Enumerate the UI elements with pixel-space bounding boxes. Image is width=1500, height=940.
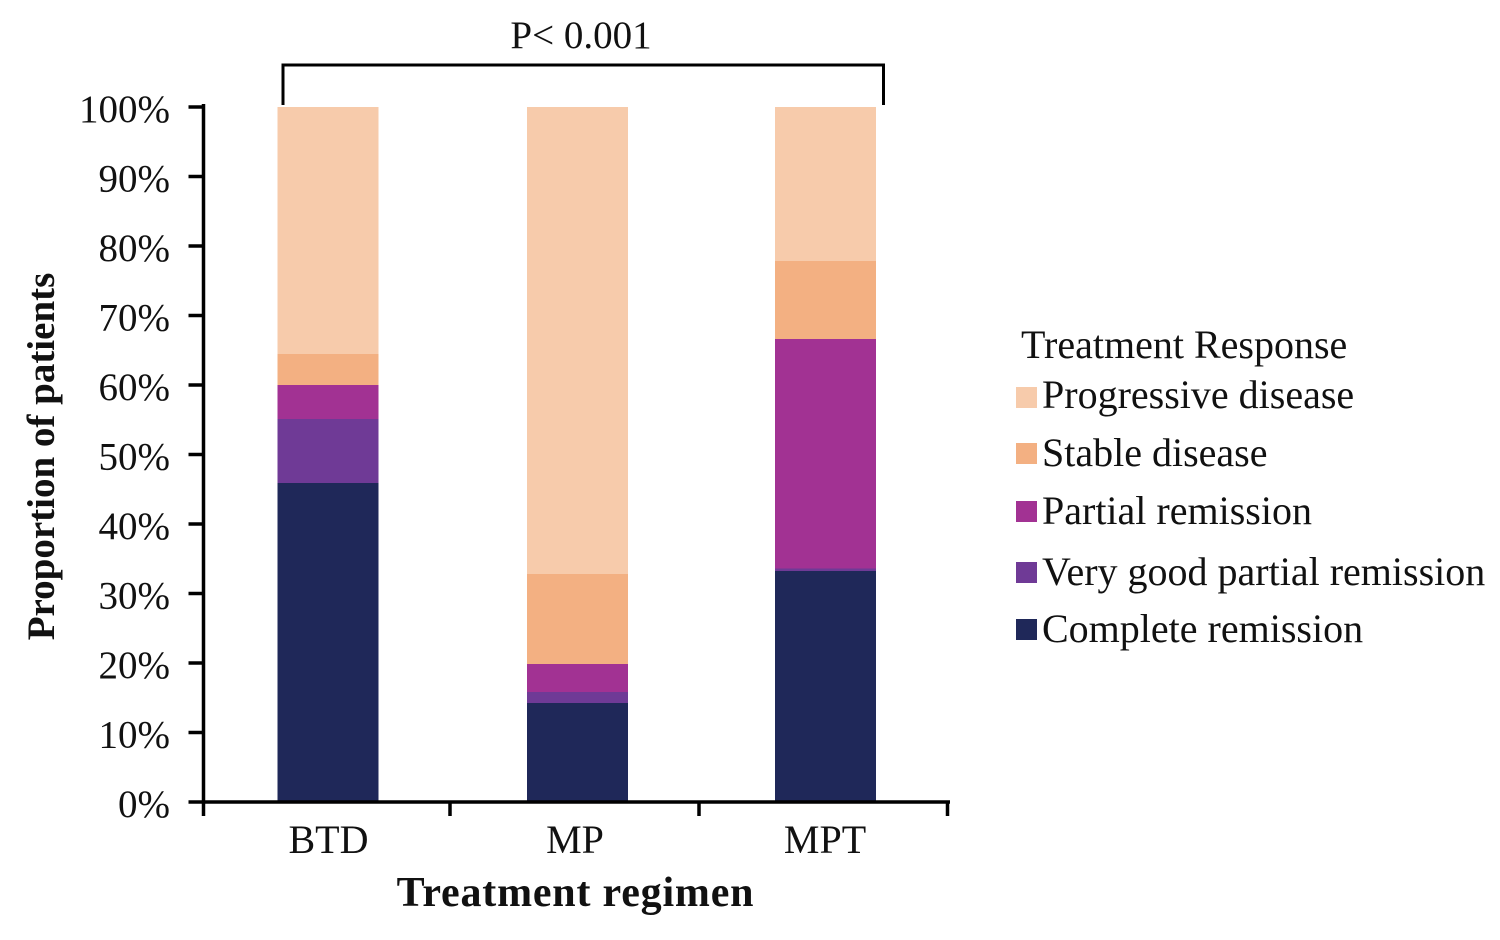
svg-text:Very good partial remission: Very good partial remission (1042, 549, 1485, 594)
svg-text:0%: 0% (118, 783, 170, 826)
svg-text:100%: 100% (79, 88, 170, 131)
svg-text:Proportion of patients: Proportion of patients (20, 273, 63, 641)
svg-text:Partial remission: Partial remission (1042, 488, 1312, 533)
svg-text:Stable disease: Stable disease (1042, 430, 1268, 475)
svg-text:20%: 20% (99, 644, 171, 687)
svg-text:60%: 60% (99, 366, 171, 409)
svg-text:Progressive disease: Progressive disease (1042, 372, 1354, 417)
svg-text:Treatment regimen: Treatment regimen (397, 870, 755, 916)
svg-text:10%: 10% (99, 714, 171, 757)
svg-text:P< 0.001: P< 0.001 (510, 14, 651, 57)
svg-text:MP: MP (546, 817, 604, 862)
svg-text:50%: 50% (99, 436, 171, 479)
svg-text:90%: 90% (99, 158, 171, 201)
svg-text:80%: 80% (99, 227, 171, 270)
svg-text:40%: 40% (99, 505, 171, 548)
svg-text:30%: 30% (99, 575, 171, 618)
svg-text:70%: 70% (99, 297, 171, 340)
svg-text:Complete remission: Complete remission (1042, 606, 1363, 651)
svg-text:MPT: MPT (784, 817, 866, 862)
svg-text:Treatment Response: Treatment Response (1021, 322, 1347, 367)
svg-text:BTD: BTD (289, 817, 369, 862)
